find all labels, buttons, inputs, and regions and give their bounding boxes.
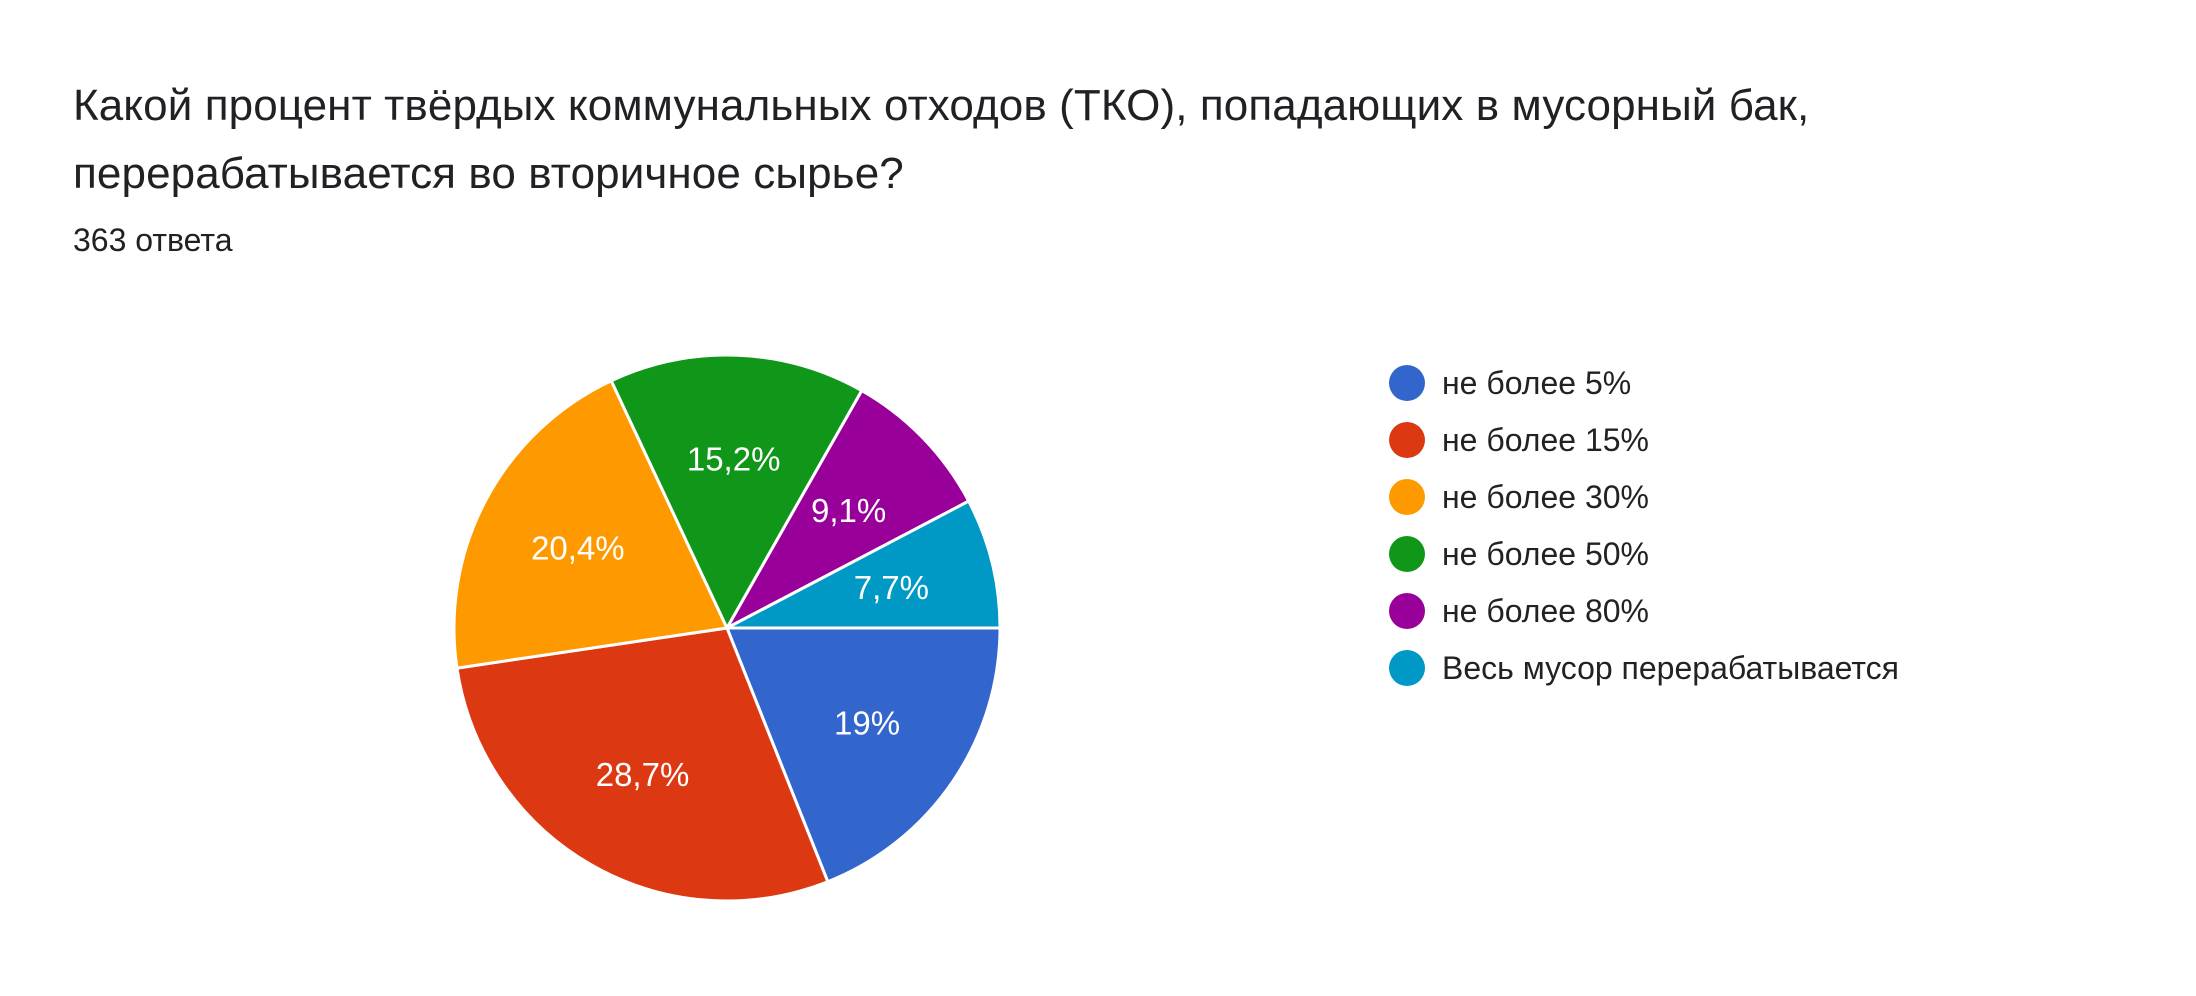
pie-labels: 19% 28,7% 20,4% 15,2% 9,1% 7,7% <box>531 440 929 793</box>
pie-slice-not-more-80[interactable] <box>725 389 971 630</box>
chart-legend: не более 5% не более 15% не более 30% не… <box>1389 354 1899 696</box>
slice-label-not-more-15: 28,7% <box>596 756 690 793</box>
question-title-line-2: перерабатывается во вторичное сырье? <box>73 149 904 198</box>
question-title: Какой процент твёрдых коммунальных отход… <box>73 72 2073 208</box>
legend-dot-icon <box>1389 478 1425 515</box>
legend-label: не более 80% <box>1442 592 1649 629</box>
legend-item-not-more-30[interactable]: не более 30% <box>1389 468 1899 525</box>
legend-label: Весь мусор перерабатывается <box>1442 649 1899 686</box>
slice-label-not-more-50: 15,2% <box>687 440 781 477</box>
legend-label: не более 5% <box>1442 364 1632 401</box>
legend-label: не более 50% <box>1442 535 1649 572</box>
legend-dot-icon <box>1389 535 1425 572</box>
slice-label-not-more-5: 19% <box>834 705 900 742</box>
slice-label-all-recycled: 7,7% <box>854 569 929 606</box>
legend-item-not-more-80[interactable]: не более 80% <box>1389 582 1899 639</box>
response-count: 363 ответа <box>73 222 233 258</box>
pie-slice-not-more-50[interactable] <box>609 353 864 630</box>
legend-label: не более 30% <box>1442 478 1649 515</box>
pie-slice-not-more-30[interactable] <box>452 379 729 670</box>
legend-dot-icon <box>1389 364 1425 401</box>
pie-slice-not-more-15[interactable] <box>455 626 830 903</box>
legend-dot-icon <box>1389 421 1425 458</box>
pie-chart: 19% 28,7% 20,4% 15,2% 9,1% 7,7% <box>452 353 1002 903</box>
legend-item-not-more-5[interactable]: не более 5% <box>1389 354 1899 411</box>
pie-slice-all-recycled[interactable] <box>725 499 1002 630</box>
pie-slices <box>452 353 1002 903</box>
legend-item-not-more-15[interactable]: не более 15% <box>1389 411 1899 468</box>
legend-dot-icon <box>1389 592 1425 629</box>
slice-label-not-more-30: 20,4% <box>531 529 625 566</box>
question-title-line-1: Какой процент твёрдых коммунальных отход… <box>73 81 1810 130</box>
legend-dot-icon <box>1389 649 1425 686</box>
slice-label-not-more-80: 9,1% <box>811 492 886 529</box>
legend-item-all-recycled[interactable]: Весь мусор перерабатывается <box>1389 639 1899 696</box>
legend-item-not-more-50[interactable]: не более 50% <box>1389 525 1899 582</box>
pie-slice-not-more-5[interactable] <box>725 626 1002 884</box>
legend-label: не более 15% <box>1442 421 1649 458</box>
